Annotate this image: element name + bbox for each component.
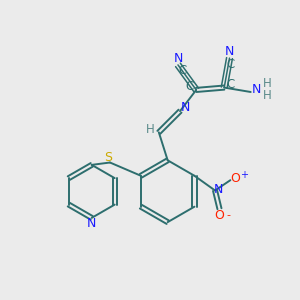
Text: S: S: [104, 151, 112, 164]
Text: N: N: [225, 45, 234, 58]
Text: N: N: [251, 82, 261, 95]
Text: -: -: [226, 210, 230, 220]
Text: H: H: [262, 77, 271, 90]
Text: C: C: [226, 58, 235, 71]
Text: +: +: [240, 170, 248, 180]
Text: N: N: [181, 101, 190, 114]
Text: H: H: [146, 123, 155, 136]
Text: O: O: [231, 172, 241, 185]
Text: N: N: [214, 182, 224, 196]
Text: N: N: [173, 52, 183, 65]
Text: C: C: [179, 64, 187, 77]
Text: O: O: [214, 209, 224, 222]
Text: C: C: [186, 80, 194, 94]
Text: C: C: [226, 78, 235, 91]
Text: H: H: [262, 89, 271, 102]
Text: N: N: [86, 217, 96, 230]
